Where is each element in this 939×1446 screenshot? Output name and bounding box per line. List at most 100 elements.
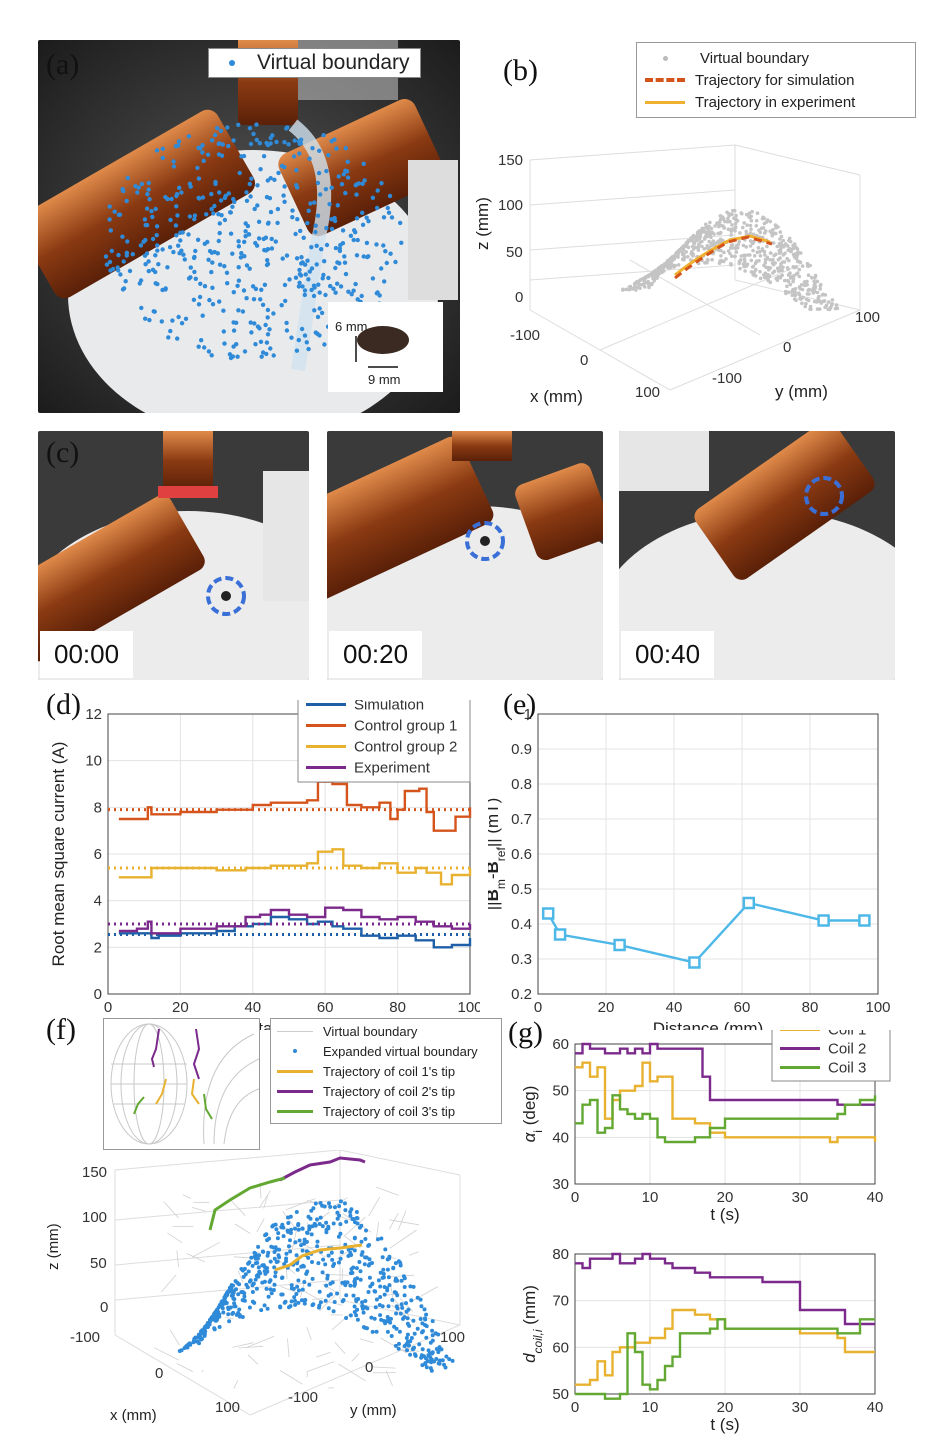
boundary-point [191, 255, 197, 261]
boundary-point [142, 217, 148, 222]
boundary-point [772, 253, 776, 258]
boundary-point [103, 254, 109, 259]
boundary-point [799, 283, 804, 287]
boundary-point [322, 342, 327, 347]
x-tick-label: 30 [792, 1189, 809, 1206]
expanded-boundary-point [418, 1317, 423, 1321]
legend-coil3-line-icon [277, 1109, 313, 1113]
boundary-point [756, 246, 761, 250]
legend-f-virtual: Virtual boundary [323, 1023, 418, 1039]
expanded-boundary-point [338, 1199, 343, 1204]
expanded-boundary-point [272, 1282, 277, 1287]
boundary-point [817, 294, 821, 299]
boundary-point [268, 346, 273, 351]
boundary-point [259, 287, 264, 292]
boundary-point [645, 280, 649, 285]
boundary-point [178, 238, 183, 243]
boundary-point [704, 225, 708, 229]
expanded-boundary-point [396, 1346, 401, 1351]
expanded-boundary-point [294, 1292, 299, 1296]
boundary-point [813, 276, 817, 280]
panel-b-legend: Virtual boundary Trajectory for simulati… [636, 42, 916, 118]
legend-f-coil2: Trajectory of coil 2's tip [323, 1083, 456, 1099]
expanded-boundary-point [287, 1305, 291, 1310]
boundary-point [125, 175, 130, 181]
boundary-point [317, 306, 322, 311]
boundary-point [640, 282, 645, 287]
boundary-point [721, 224, 725, 228]
boundary-point [333, 265, 338, 271]
legend-box [297, 700, 471, 783]
boundary-point [269, 236, 274, 242]
boundary-point [835, 306, 840, 311]
boundary-point [360, 181, 365, 186]
boundary-point [175, 213, 180, 218]
expanded-boundary-point [352, 1279, 357, 1284]
boundary-point [399, 240, 404, 245]
expanded-boundary-point [300, 1226, 305, 1231]
mesh-edge [176, 1250, 179, 1267]
expanded-boundary-point [419, 1304, 424, 1309]
expanded-boundary-point [383, 1321, 388, 1326]
boundary-point [323, 292, 328, 298]
expanded-boundary-point [411, 1318, 416, 1323]
boundary-point [230, 204, 235, 209]
boundary-point [792, 242, 797, 246]
panel-c-photo-3: 00:40 [619, 431, 895, 680]
mesh-edge [167, 1232, 183, 1244]
boundary-point [707, 245, 711, 249]
expanded-boundary-point [226, 1290, 231, 1295]
boundary-point [247, 181, 252, 187]
boundary-point [698, 229, 702, 233]
expanded-boundary-point [296, 1288, 301, 1293]
boundary-point [166, 335, 171, 340]
boundary-point [755, 211, 760, 215]
boundary-point [209, 353, 214, 358]
expanded-boundary-point [244, 1282, 249, 1287]
boundary-point [360, 210, 365, 215]
expanded-boundary-point [335, 1216, 340, 1221]
expanded-boundary-point [219, 1304, 224, 1309]
boundary-point [253, 342, 258, 347]
boundary-point [242, 254, 247, 259]
expanded-boundary-point [428, 1355, 433, 1360]
mesh-edge [368, 1196, 381, 1217]
series-line [118, 848, 472, 886]
mesh-edge [233, 1380, 239, 1389]
expanded-boundary-point [393, 1261, 398, 1266]
expanded-boundary-point [358, 1269, 363, 1274]
boundary-point [241, 288, 247, 293]
expanded-boundary-point [302, 1240, 307, 1245]
boundary-point [758, 254, 763, 258]
boundary-point [302, 333, 308, 338]
boundary-point [176, 139, 182, 144]
expanded-boundary-point [412, 1345, 416, 1350]
boundary-point [217, 221, 222, 226]
mesh-edge [224, 1317, 234, 1320]
expanded-boundary-point [240, 1315, 245, 1319]
boundary-point [296, 337, 301, 343]
boundary-point [791, 279, 795, 284]
boundary-point [223, 193, 228, 198]
expanded-boundary-point [289, 1299, 294, 1304]
boundary-point [749, 258, 754, 263]
boundary-point [786, 290, 791, 295]
boundary-point [754, 267, 758, 272]
mesh-edge [238, 1345, 264, 1349]
boundary-point [311, 283, 317, 288]
expanded-boundary-point [257, 1253, 262, 1258]
boundary-point [805, 279, 809, 284]
expanded-boundary-point [228, 1305, 233, 1310]
boundary-point [758, 276, 763, 281]
mesh-edge [334, 1341, 346, 1354]
boundary-point [120, 234, 125, 239]
boundary-point [271, 353, 276, 358]
boundary-point [381, 243, 386, 248]
boundary-point [364, 240, 370, 246]
boundary-point [340, 228, 346, 233]
boundary-point [171, 249, 176, 255]
y-tick-label: 0.7 [511, 811, 532, 828]
panel-c-label: (c) [46, 436, 80, 469]
x-tick-label: 30 [792, 1399, 809, 1416]
x-tick-label: 40 [244, 999, 261, 1016]
